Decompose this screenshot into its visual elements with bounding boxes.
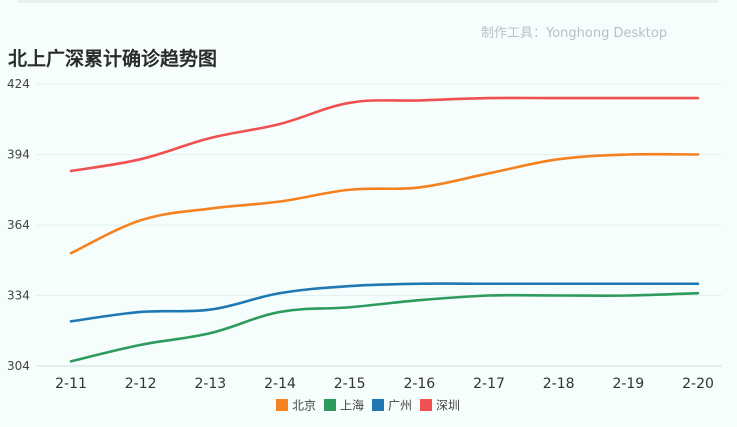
legend-swatch [324,399,336,411]
chart-title: 北上广深累计确诊趋势图 [8,48,218,70]
tool-credit: 制作工具：Yonghong Desktop [481,26,668,41]
series-line [69,282,700,323]
y-tick-label: 364 [7,218,30,232]
legend-label: 广州 [388,399,412,413]
y-tick-label: 334 [7,289,30,303]
series-line [69,291,700,363]
legend-swatch [372,399,384,411]
x-tick-label: 2-12 [125,376,157,392]
x-tick-label: 2-11 [55,376,87,392]
y-tick-label: 424 [7,77,30,91]
x-tick-label: 2-19 [612,376,644,392]
x-tick-label: 2-14 [264,376,296,392]
x-tick-label: 2-13 [194,376,226,392]
x-tick-label: 2-20 [682,376,714,392]
legend-swatch [420,399,432,411]
x-tick-label: 2-16 [403,376,435,392]
legend-label: 北京 [292,399,316,413]
top-band [18,0,718,3]
legend-label: 上海 [340,398,364,413]
series-line [69,152,700,255]
y-tick-label: 304 [7,359,30,373]
legend-label: 深圳 [436,399,460,413]
y-tick-label: 394 [7,148,30,162]
x-tick-label: 2-15 [334,376,366,392]
series-line [69,96,700,173]
x-tick-label: 2-17 [473,376,505,392]
x-tick-label: 2-18 [543,376,575,392]
legend-swatch [276,399,288,411]
